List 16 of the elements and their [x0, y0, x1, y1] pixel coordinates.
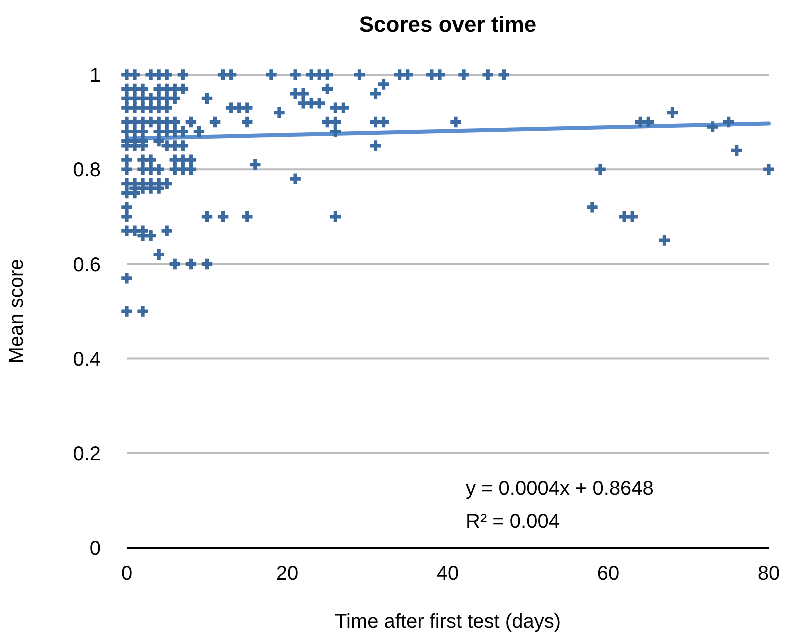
- y-tick-label: 0.8: [73, 160, 101, 182]
- y-tick-label: 0.6: [73, 254, 101, 276]
- x-axis-title: Time after first test (days): [335, 611, 561, 633]
- y-tick-label: 1: [90, 65, 101, 88]
- y-tick-label: 0.2: [73, 444, 101, 466]
- y-axis-title: Mean score: [6, 259, 28, 364]
- chart-title: Scores over time: [358, 12, 538, 38]
- y-tick-label: 0: [90, 538, 101, 560]
- y-tick-label: 0.4: [73, 348, 101, 371]
- x-tick-label: 20: [276, 563, 299, 586]
- x-tick-label: 60: [597, 563, 620, 586]
- annotation: R² = 0.004: [466, 510, 561, 535]
- x-tick-label: 40: [436, 563, 460, 586]
- x-tick-label: 0: [121, 563, 133, 586]
- x-tick-label: 80: [758, 563, 780, 586]
- annotation: y = 0.0004x + 0.8648: [466, 477, 654, 502]
